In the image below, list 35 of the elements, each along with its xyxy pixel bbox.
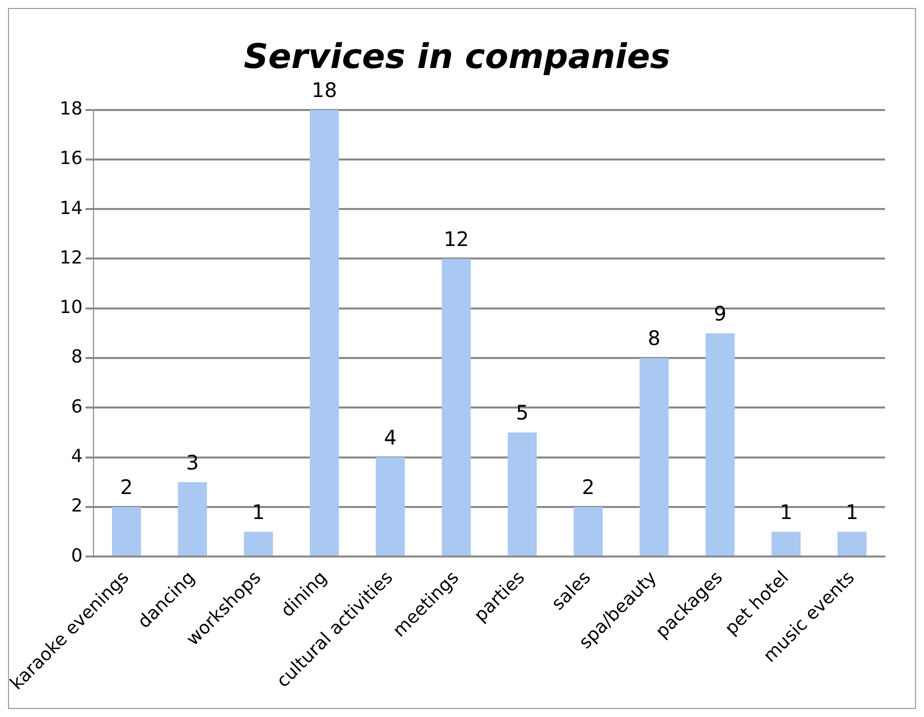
y-tick-label: 14 [60,198,83,219]
bar [376,457,405,556]
y-tick-label: 8 [71,346,83,368]
data-label: 12 [444,226,470,251]
y-tick-label: 0 [71,545,83,566]
bar [244,532,273,556]
data-label: 2 [582,475,595,500]
bar [772,532,801,556]
y-tick-label: 6 [71,396,83,418]
data-label: 8 [648,326,661,350]
data-label: 4 [384,426,397,450]
bar [442,258,471,556]
bar [178,482,207,556]
y-tick-label: 2 [71,496,83,517]
data-label: 9 [714,301,726,326]
bar [310,110,339,556]
data-label: 5 [516,400,529,425]
data-label: 1 [780,500,792,524]
y-tick-label: 12 [60,247,83,268]
bar [574,506,603,556]
bar [838,532,867,556]
bar [706,333,735,556]
bar [508,432,537,556]
data-label: 18 [312,78,338,102]
data-label: 3 [186,450,199,474]
chart-title: Services in companies [244,37,670,78]
data-label: 1 [846,500,858,524]
y-tick-label: 18 [60,98,83,120]
data-label: 2 [120,475,133,500]
bar [640,358,669,556]
y-tick-label: 10 [60,297,83,318]
y-tick-label: 4 [71,446,83,467]
bar [112,506,142,556]
data-label: 1 [252,500,265,524]
y-tick-label: 16 [60,148,83,170]
